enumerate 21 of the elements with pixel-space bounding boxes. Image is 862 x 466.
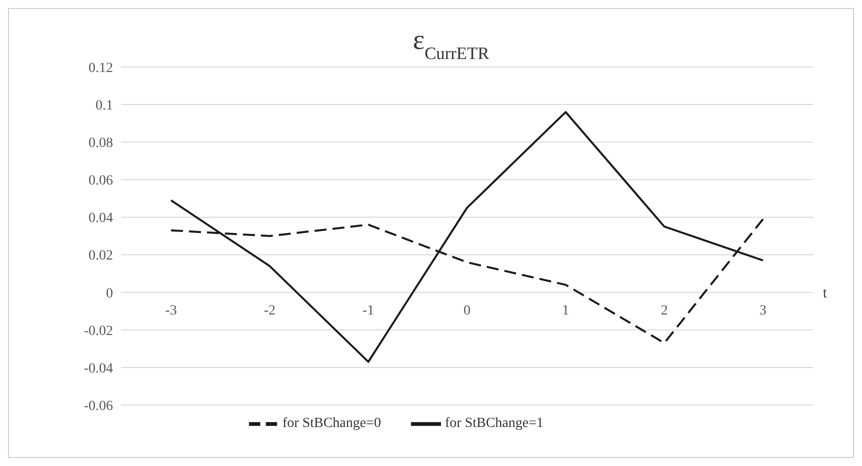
y-tick-label: 0 [106,286,113,302]
y-tick-label: 0.02 [88,248,113,264]
y-tick-label: -0.04 [84,361,113,376]
y-tick-label: 0.04 [88,211,113,226]
x-tick-label: -2 [264,303,276,318]
chart-title: ε$_{CurrETR}$ [412,25,490,62]
x-tick-label: 2 [660,303,668,318]
x-tick-label: 3 [760,303,766,318]
y-tick-label: 0.12 [88,60,113,76]
x-axis-title: t [822,285,828,302]
x-tick-label: 1 [562,303,570,318]
x-tick-label: 0 [464,303,470,318]
y-tick-label: 0.06 [88,174,113,189]
x-tick-label: -3 [165,303,177,318]
y-tick-label: -0.02 [84,324,113,339]
y-tick-label: 0.1 [96,98,113,114]
x-tick-label: -1 [362,303,374,318]
y-tick-label: 0.08 [88,136,113,152]
y-tick-label: -0.06 [84,398,113,414]
legend-label: for StBChange=0 [282,416,381,432]
legend-label: for StBChange=1 [445,416,544,432]
